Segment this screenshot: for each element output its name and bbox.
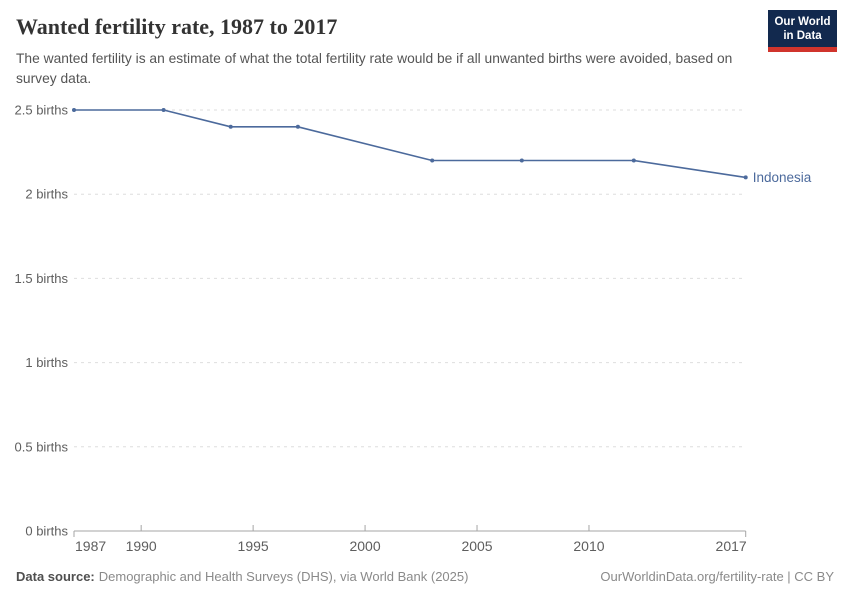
- data-source-text: Demographic and Health Surveys (DHS), vi…: [98, 569, 469, 584]
- x-axis-label: 1990: [126, 538, 157, 554]
- x-axis-label: 1987: [75, 538, 106, 554]
- data-point[interactable]: [631, 158, 636, 163]
- chart-subtitle: The wanted fertility is an estimate of w…: [16, 51, 733, 86]
- data-source-label: Data source:: [16, 569, 95, 584]
- owid-logo[interactable]: Our World in Data: [768, 10, 837, 52]
- y-axis-label: 0.5 births: [15, 439, 69, 454]
- data-source[interactable]: Data source: Demographic and Health Surve…: [16, 569, 468, 584]
- x-axis-label: 2017: [716, 538, 747, 554]
- x-axis-label: 2010: [573, 538, 604, 554]
- y-axis-label: 2 births: [25, 187, 68, 202]
- y-axis-label: 1.5 births: [15, 271, 69, 286]
- data-point[interactable]: [161, 108, 166, 112]
- data-point[interactable]: [743, 175, 748, 180]
- owid-logo-line1: Our World: [774, 16, 831, 28]
- page-title: Wanted fertility rate, 1987 to 2017: [16, 14, 338, 39]
- y-axis-label: 2.5 births: [15, 103, 69, 118]
- owid-logo-line2: in Data: [783, 30, 822, 42]
- series-line-indonesia[interactable]: [74, 109, 746, 179]
- x-axis-label: 2000: [349, 538, 380, 554]
- x-axis-label: 1995: [238, 538, 269, 554]
- y-axis-label: 0 births: [25, 524, 68, 539]
- data-point[interactable]: [72, 108, 76, 112]
- data-point[interactable]: [228, 124, 233, 129]
- x-axis-label: 2005: [461, 538, 492, 554]
- attribution-link[interactable]: OurWorldinData.org/fertility-rate | CC B…: [600, 569, 834, 584]
- data-point[interactable]: [519, 158, 524, 163]
- data-point[interactable]: [295, 124, 300, 129]
- series-label-indonesia[interactable]: Indonesia: [753, 170, 812, 185]
- data-point[interactable]: [430, 158, 435, 163]
- chart-footer: Data source: Demographic and Health Surve…: [16, 569, 834, 584]
- y-axis-label: 1 births: [25, 355, 68, 370]
